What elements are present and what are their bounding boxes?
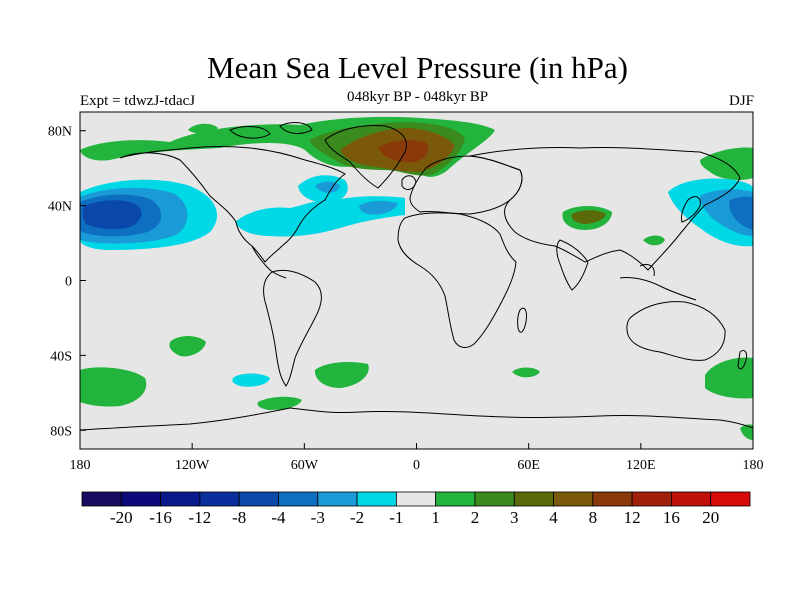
season-label: DJF — [728, 93, 754, 109]
coast-south-america — [263, 269, 322, 387]
coast-japan — [681, 196, 701, 223]
x-tick-label: 120E — [626, 458, 656, 473]
colorbar-label: 12 — [624, 508, 641, 527]
colorbar-label: 1 — [431, 508, 440, 527]
coast-central-america — [251, 245, 287, 279]
colorbar-label: 20 — [702, 508, 719, 527]
anomaly-svalbard-green — [188, 123, 218, 134]
colorbar-label: -8 — [232, 508, 246, 527]
coast-asia — [469, 146, 741, 271]
colorbar — [81, 491, 751, 507]
y-tick-label: 80N — [48, 125, 72, 140]
colorbar-label: 3 — [510, 508, 519, 527]
y-tick-label: 40S — [50, 349, 72, 364]
colorbar-label: -2 — [350, 508, 364, 527]
coast-greenland — [324, 125, 407, 189]
coast-maritime-se-asia — [619, 263, 697, 301]
anomaly-indian-ocean-green — [512, 367, 540, 378]
anomaly-drake-cyan — [232, 373, 270, 387]
coast-north-america — [119, 146, 346, 263]
x-tick-label: 60E — [517, 458, 540, 473]
colorbar-label: -16 — [149, 508, 172, 527]
colorbar-swatch — [631, 491, 672, 507]
x-axis-ticks: 180 120W 60W 0 60E 120E 180 — [70, 443, 764, 473]
colorbar-swatch — [710, 491, 751, 507]
colorbar-label: -3 — [311, 508, 325, 527]
anomaly-shading — [80, 116, 753, 440]
colorbar-swatch — [160, 491, 201, 507]
colorbar-label: -1 — [389, 508, 403, 527]
colorbar-label: 2 — [471, 508, 480, 527]
coast-new-zealand — [737, 349, 747, 370]
anomaly-south-pacific-green-b — [80, 367, 147, 407]
x-tick-label: 0 — [413, 458, 420, 473]
colorbar-swatch — [356, 491, 397, 507]
colorbar-swatch — [395, 491, 437, 507]
colorbar-swatch — [513, 491, 554, 507]
colorbar-swatch — [120, 491, 161, 507]
anomaly-south-pacific-green-a — [169, 336, 206, 357]
colorbar-label: 8 — [589, 508, 598, 527]
period-label: 048kyr BP - 048kyr BP — [346, 89, 489, 105]
colorbar-swatch — [592, 491, 633, 507]
colorbar-swatch — [317, 491, 358, 507]
anomaly-weddell-green — [257, 396, 302, 410]
map-title: Mean Sea Level Pressure (in hPa) — [207, 50, 628, 85]
coast-antarctica — [80, 407, 753, 431]
colorbar-label: 16 — [663, 508, 680, 527]
colorbar-swatch — [199, 491, 240, 507]
y-tick-label: 80S — [50, 424, 72, 439]
colorbar-label: -4 — [271, 508, 286, 527]
colorbar-label: -20 — [110, 508, 133, 527]
coast-madagascar — [517, 307, 527, 333]
anomaly-nw-pacific-blue2 — [729, 196, 753, 230]
colorbar-swatch — [238, 491, 279, 507]
anomaly-greenland-core — [378, 140, 429, 163]
anomaly-north-pacific-blue3 — [82, 200, 142, 230]
x-tick-label: 120W — [175, 458, 210, 473]
colorbar-swatch — [671, 491, 712, 507]
anomaly-antarctic-green — [740, 424, 753, 440]
coast-british-isles — [401, 175, 417, 190]
anomaly-china-green — [643, 235, 665, 246]
colorbar-swatch — [435, 491, 476, 507]
colorbar-label: 4 — [549, 508, 558, 527]
colorbar-swatch — [474, 491, 515, 507]
anomaly-atlantic-blue — [359, 200, 398, 215]
colorbar-swatch — [553, 491, 594, 507]
colorbar-swatch — [278, 491, 319, 507]
anomaly-south-atlantic-green — [314, 362, 369, 388]
y-tick-label: 40N — [48, 200, 72, 215]
x-tick-label: 180 — [743, 458, 764, 473]
coast-india — [556, 239, 589, 291]
colorbar-labels: -20 -16 -12 -8 -4 -3 -2 -1 1 2 3 4 8 12 16 20 — [110, 508, 719, 527]
anomaly-tibet-olive — [571, 210, 606, 224]
experiment-label: Expt = tdwzJ-tdacJ — [80, 93, 196, 109]
y-axis-ticks: 80N 40N 0 40S 80S — [48, 125, 86, 439]
x-tick-label: 180 — [70, 458, 91, 473]
colorbar-label: -12 — [189, 508, 212, 527]
coast-arctic-islands — [229, 122, 313, 139]
anomaly-labrador-blue — [315, 181, 340, 193]
coast-africa — [397, 212, 517, 348]
y-tick-label: 0 — [65, 275, 72, 290]
colorbar-swatch — [81, 491, 122, 507]
coast-australia — [626, 301, 726, 361]
anomaly-tasman-green — [705, 357, 753, 399]
coastlines — [80, 122, 753, 431]
x-tick-label: 60W — [291, 458, 319, 473]
